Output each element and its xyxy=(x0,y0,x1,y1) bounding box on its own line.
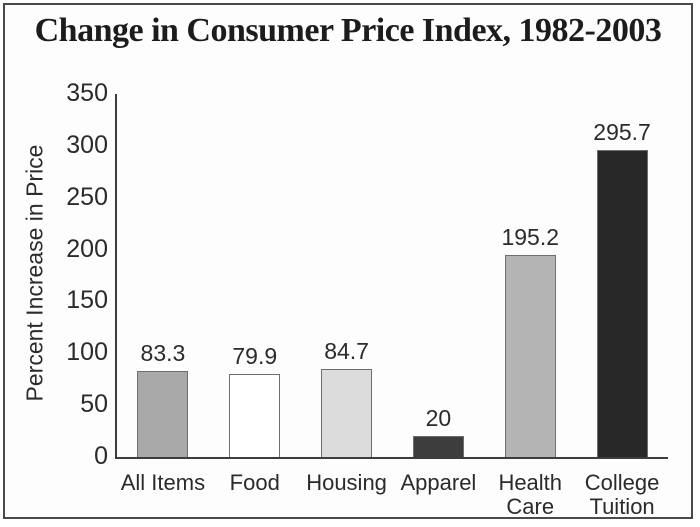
bar-value-label-housing: 84.7 xyxy=(324,338,369,364)
chart-bar-all-items xyxy=(137,371,188,457)
x-axis-labels: All Items Food Housing Apparel Health Care Co… xyxy=(117,471,668,523)
chart-bar-housing xyxy=(321,369,372,457)
y-tick-label-0: 0 xyxy=(94,442,108,470)
chart-bar-college-tuition xyxy=(597,150,648,457)
bar-value-label-all-items: 83.3 xyxy=(140,340,186,366)
chart-bar-food xyxy=(229,374,280,457)
chart-bar-apparel xyxy=(413,436,464,457)
y-tick-label-350: 350 xyxy=(66,79,108,107)
figure-frame: Change in Consumer Price Index, 1982-200… xyxy=(3,3,693,519)
y-tick-label-250: 250 xyxy=(66,182,108,211)
bar-value-label-college-tuition: 295.7 xyxy=(593,119,651,145)
y-tick-label-100: 100 xyxy=(66,338,108,367)
x-tick-label-college-tuition: College Tuition xyxy=(584,470,660,519)
x-tick-label-food: Food xyxy=(229,470,280,495)
y-tick-label-300: 300 xyxy=(66,130,108,159)
x-tick-label-housing: Housing xyxy=(306,470,387,495)
y-tick-label-200: 200 xyxy=(66,234,108,263)
bar-value-label-apparel: 20 xyxy=(425,405,452,431)
bar-value-label-health-care: 195.2 xyxy=(501,224,560,250)
x-tick-label-health-care: Health Care xyxy=(498,470,563,519)
x-tick-label-apparel: Apparel xyxy=(400,470,477,495)
plot-area: 83.3 79.9 84.7 20 195.2 295.7 xyxy=(115,94,668,459)
y-axis-ticks: 0 50 100 150 200 250 300 350 xyxy=(5,80,108,469)
chart-title: Change in Consumer Price Index, 1982-200… xyxy=(34,12,662,49)
y-tick-label-50: 50 xyxy=(80,390,108,419)
bar-value-label-food: 79.9 xyxy=(232,343,278,369)
chart-bar-health-care xyxy=(505,255,556,457)
x-tick-label-all-items: All Items xyxy=(120,470,206,495)
y-tick-label-150: 150 xyxy=(66,286,108,315)
